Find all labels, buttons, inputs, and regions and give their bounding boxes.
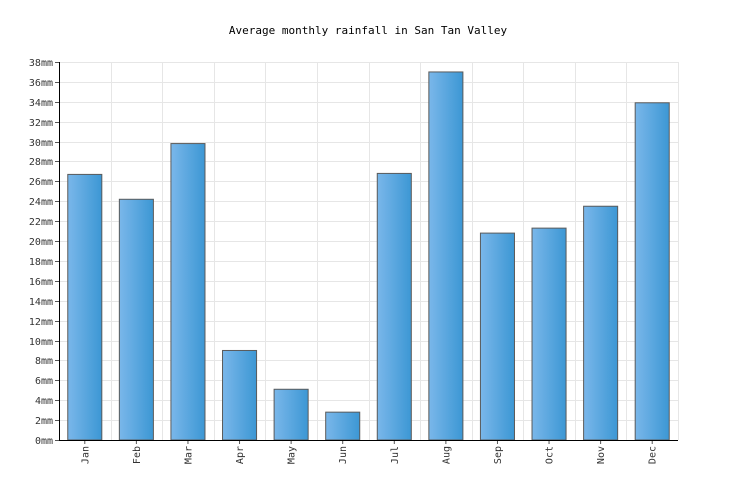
y-tick-label: 18mm	[29, 257, 53, 268]
gridlines	[59, 62, 679, 441]
y-tick-label: 2mm	[35, 416, 53, 427]
x-tick-label: Mar	[183, 446, 194, 464]
y-tick-label: 30mm	[29, 138, 53, 149]
bar-nov	[583, 205, 619, 441]
x-tick-label: Jul	[390, 446, 401, 464]
bar-may	[273, 388, 309, 441]
y-tick-label: 0mm	[35, 436, 53, 447]
y-tick-label: 34mm	[29, 98, 53, 109]
y-tick-label: 6mm	[35, 376, 53, 387]
x-tick-label: Oct	[545, 446, 556, 464]
x-tick-label: Feb	[132, 446, 143, 464]
x-tick-label: Nov	[596, 446, 607, 464]
y-tick-labels: 0mm 2mm 4mm 6mm 8mm 10mm 12mm 14mm 16mm 18mm 20mm 2…	[29, 58, 53, 447]
y-tick-label: 28mm	[29, 157, 53, 168]
y-tick-label: 20mm	[29, 237, 53, 248]
y-tick-label: 10mm	[29, 337, 53, 348]
y-tick-label: 26mm	[29, 177, 53, 188]
axes	[55, 62, 678, 444]
x-tick-label: Jan	[80, 446, 91, 464]
y-tick-label: 8mm	[35, 356, 53, 367]
bar-aug	[428, 71, 464, 441]
bar-oct	[531, 227, 567, 441]
x-tick-labels: Jan Feb Mar Apr May Jun Jul Aug Sep Oct Nov Dec	[80, 446, 658, 464]
x-tick-label: Sep	[493, 446, 504, 464]
chart-title: Average monthly rainfall in San Tan Vall…	[228, 24, 508, 37]
y-tick-label: 38mm	[29, 58, 53, 69]
bars	[67, 71, 670, 441]
y-tick-label: 32mm	[29, 118, 53, 129]
bar-jun	[325, 411, 361, 441]
y-tick-label: 14mm	[29, 297, 53, 308]
bar-feb	[118, 198, 154, 441]
x-tick-label: May	[287, 446, 298, 464]
x-tick-label: Jun	[338, 446, 349, 464]
bar-mar	[170, 143, 206, 441]
bar-dec	[634, 102, 670, 441]
y-tick-label: 12mm	[29, 317, 53, 328]
y-tick-label: 4mm	[35, 396, 53, 407]
y-tick-label: 16mm	[29, 277, 53, 288]
y-tick-label: 24mm	[29, 197, 53, 208]
bar-apr	[222, 349, 258, 441]
x-tick-label: Dec	[648, 446, 659, 464]
y-tick-label: 22mm	[29, 217, 53, 228]
bar-jul	[376, 172, 412, 441]
bar-sep	[479, 232, 515, 441]
x-tick-label: Apr	[235, 446, 246, 464]
x-tick-label: Aug	[441, 446, 452, 464]
y-tick-label: 36mm	[29, 78, 53, 89]
bar-jan	[67, 173, 103, 441]
